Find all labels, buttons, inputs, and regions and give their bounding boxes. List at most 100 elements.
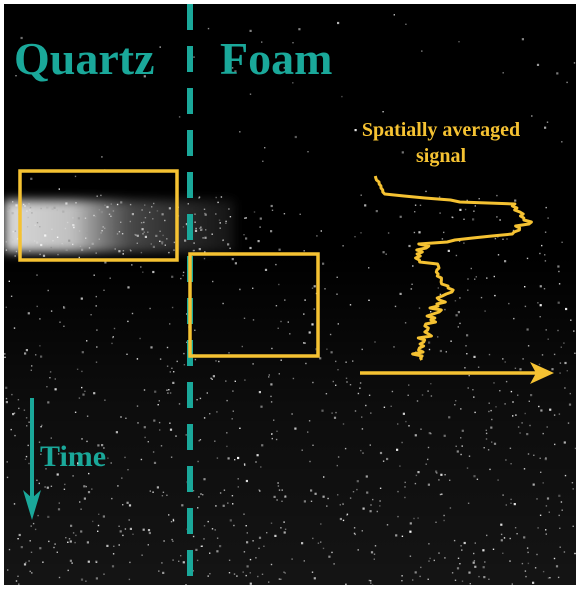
speckle — [152, 218, 154, 220]
speckle — [439, 212, 441, 214]
speckle — [36, 479, 38, 481]
speckle — [103, 573, 105, 575]
speckle — [147, 231, 149, 233]
speckle — [170, 521, 173, 523]
speckle — [162, 234, 164, 237]
speckle — [428, 432, 431, 435]
speckle — [485, 438, 488, 440]
speckle — [514, 527, 517, 529]
speckle — [270, 563, 273, 566]
speckle — [500, 523, 503, 526]
speckle — [468, 455, 471, 457]
speckle — [30, 525, 32, 527]
speckle — [482, 549, 485, 552]
speckle — [176, 360, 178, 363]
speckle — [84, 390, 86, 392]
speckle — [530, 394, 533, 397]
speckle — [143, 75, 146, 78]
speckle — [488, 353, 491, 356]
speckle — [10, 295, 13, 297]
speckle — [276, 430, 278, 432]
speckle — [122, 253, 124, 255]
speckle — [428, 348, 431, 351]
speckle — [236, 575, 238, 577]
speckle — [56, 473, 59, 476]
speckle — [218, 360, 220, 363]
speckle — [528, 400, 530, 402]
speckle — [397, 515, 399, 518]
speckle — [408, 244, 411, 248]
speckle — [149, 211, 151, 214]
speckle — [454, 404, 456, 406]
speckle — [443, 231, 445, 234]
speckle — [270, 204, 273, 208]
speckle — [57, 253, 59, 256]
speckle — [161, 495, 164, 497]
speckle — [62, 210, 65, 213]
speckle — [30, 369, 32, 371]
speckle — [143, 231, 145, 233]
speckle — [104, 204, 106, 206]
speckle — [75, 202, 77, 204]
speckle — [49, 371, 52, 373]
speckle — [472, 561, 475, 564]
speckle — [30, 177, 33, 180]
speckle — [253, 211, 256, 213]
speckle — [203, 257, 206, 260]
speckle — [126, 501, 129, 504]
speckle — [455, 254, 458, 257]
speckle — [573, 62, 576, 64]
speckle — [558, 413, 561, 415]
speckle — [203, 478, 206, 481]
speckle — [24, 205, 26, 207]
speckle — [460, 408, 462, 410]
speckle — [567, 422, 570, 424]
speckle — [270, 230, 273, 233]
speckle — [212, 375, 215, 378]
speckle — [194, 329, 196, 331]
speckle — [211, 233, 213, 235]
speckle — [574, 552, 576, 555]
speckle — [336, 276, 338, 278]
speckle — [467, 387, 469, 389]
speckle — [104, 227, 106, 229]
speckle — [370, 412, 372, 414]
signal-caption-line2: signal — [415, 145, 467, 167]
speckle — [349, 384, 352, 386]
speckle — [281, 500, 283, 502]
speckle — [78, 256, 80, 259]
speckle — [111, 497, 113, 500]
speckle — [449, 507, 452, 509]
speckle — [53, 546, 55, 549]
speckle — [249, 246, 252, 250]
speckle — [162, 491, 165, 493]
speckle — [281, 489, 283, 491]
speckle — [482, 566, 485, 569]
speckle — [430, 395, 433, 397]
speckle — [67, 541, 69, 543]
speckle — [68, 538, 71, 540]
speckle — [438, 196, 441, 198]
speckle — [307, 151, 309, 153]
speckle — [271, 433, 273, 435]
speckle — [573, 330, 575, 332]
speckle — [13, 503, 16, 505]
speckle — [361, 428, 364, 430]
speckle — [474, 411, 476, 414]
speckle — [72, 475, 74, 477]
speckle — [14, 255, 16, 257]
speckle — [557, 301, 560, 304]
speckle — [514, 367, 517, 369]
speckle — [17, 399, 20, 401]
speckle — [164, 219, 166, 222]
speckle — [359, 387, 361, 389]
speckle — [54, 388, 57, 391]
speckle — [13, 412, 16, 414]
speckle — [356, 488, 358, 491]
speckle — [473, 560, 476, 562]
speckle — [203, 525, 206, 527]
speckle — [232, 503, 234, 505]
speckle — [364, 204, 367, 207]
speckle — [522, 358, 524, 360]
speckle — [553, 414, 556, 416]
